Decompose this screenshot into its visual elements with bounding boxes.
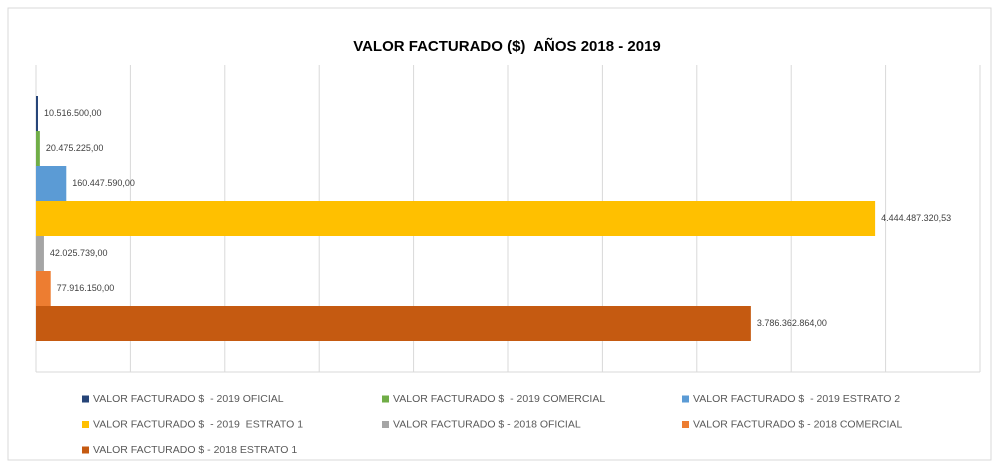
data-label: 160.447.590,00 (72, 178, 135, 188)
legend-swatch (682, 395, 689, 403)
data-label: 10.516.500,00 (44, 108, 102, 118)
data-label: 42.025.739,00 (50, 248, 108, 258)
legend-swatch (82, 421, 89, 428)
legend-swatch (82, 446, 89, 454)
legend-label: VALOR FACTURADO $ - 2019 COMERCIAL (393, 393, 605, 405)
legend-swatch (82, 395, 89, 403)
data-label: 4.444.487.320,53 (881, 213, 951, 223)
data-label: 20.475.225,00 (46, 143, 104, 153)
bar (36, 166, 67, 201)
legend-swatch (682, 421, 689, 428)
bar (36, 96, 38, 131)
bar (36, 271, 51, 306)
legend-swatch (382, 421, 389, 428)
bar (36, 236, 44, 271)
legend-label: VALOR FACTURADO $ - 2019 ESTRATO 1 (93, 418, 303, 430)
bar (36, 131, 40, 166)
chart-title: VALOR FACTURADO ($) AÑOS 2018 - 2019 (353, 37, 661, 55)
legend-label: VALOR FACTURADO $ - 2019 OFICIAL (93, 393, 284, 405)
legend-label: VALOR FACTURADO $ - 2018 OFICIAL (393, 418, 581, 430)
legend-label: VALOR FACTURADO $ - 2019 ESTRATO 2 (693, 393, 900, 405)
legend-label: VALOR FACTURADO $ - 2018 COMERCIAL (693, 418, 902, 430)
bar (36, 201, 876, 236)
legend-label: VALOR FACTURADO $ - 2018 ESTRATO 1 (93, 444, 297, 456)
data-label: 3.786.362.864,00 (757, 318, 827, 328)
legend-swatch (382, 395, 389, 403)
bar (36, 306, 751, 341)
data-label: 77.916.150,00 (57, 283, 115, 293)
